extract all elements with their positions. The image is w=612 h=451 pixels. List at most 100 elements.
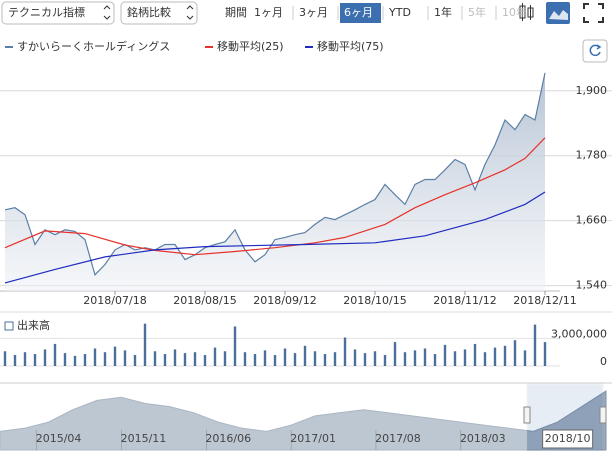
legend-label: すかいらーくホールディングス [17, 39, 170, 53]
volume-bar [423, 348, 427, 366]
select-label: 銘柄比較 [127, 5, 171, 19]
y-tick-label: 0 [600, 355, 607, 368]
navigator-handle[interactable] [599, 406, 607, 424]
volume-bar [343, 337, 347, 366]
volume-bar [43, 349, 47, 366]
legend-label: 移動平均(75) [317, 39, 384, 53]
series-line [4, 191, 546, 284]
volume-bar [523, 350, 527, 366]
volume-bar [53, 343, 57, 366]
volume-bar [63, 353, 67, 366]
y-tick-label: 1,780 [576, 149, 608, 162]
volume-bar [483, 352, 487, 366]
volume-bar [223, 351, 227, 366]
volume-bar [313, 351, 317, 366]
select-box[interactable] [1, 1, 115, 25]
volume-bar [263, 350, 267, 366]
select-arrows [103, 5, 111, 20]
y-tick-label: 3,000,000 [551, 327, 607, 340]
volume-bar [213, 347, 217, 366]
volume-bar [393, 342, 397, 366]
y-tick-label: 1,900 [576, 84, 608, 97]
period-button[interactable]: 3ヶ月 [299, 6, 328, 19]
volume-bar [123, 350, 127, 366]
volume-bar [323, 354, 327, 366]
volume-bar [463, 349, 467, 366]
price-area [5, 72, 545, 292]
period-button: 10年 [502, 5, 527, 19]
volume-bar [193, 352, 197, 366]
x-tick-label: 2018/09/12 [253, 294, 316, 307]
volume-bar [383, 354, 387, 366]
x-tick-label: 2018/12/11 [513, 294, 576, 307]
volume-bar [173, 349, 177, 366]
volume-bar [233, 326, 237, 366]
navigator-handle[interactable] [523, 406, 531, 424]
x-tick-label: 2018/08/15 [173, 294, 236, 307]
volume-icon [4, 321, 14, 331]
series-line [4, 72, 546, 276]
period-label: 期間 [225, 6, 247, 19]
volume-bar [103, 352, 107, 366]
volume-bar [13, 354, 17, 366]
period-button: 5年 [468, 5, 486, 19]
volume-bar [143, 323, 147, 366]
volume-bar [243, 352, 247, 366]
volume-bar [203, 354, 207, 366]
volume-bar [3, 351, 7, 366]
toolbar: テクニカル指標 銘柄比較 期間 [1, 1, 604, 25]
candlestick-icon[interactable] [519, 3, 534, 21]
volume-bar [183, 353, 187, 366]
navigator-mask [0, 384, 527, 451]
volume-bar [513, 340, 517, 366]
select-box[interactable] [120, 1, 198, 25]
series-line [4, 137, 546, 256]
volume-bar [283, 348, 287, 366]
volume-bar [503, 345, 507, 366]
period-button[interactable]: 6ヶ月 [344, 6, 373, 19]
period-button[interactable]: 1年 [434, 5, 452, 19]
legend-label: 移動平均(25) [217, 39, 284, 53]
x-tick-highlight [542, 429, 594, 449]
volume-bar [113, 346, 117, 366]
x-tick-label: 2018/03 [460, 432, 506, 445]
volume-bar [403, 352, 407, 366]
select-arrows [186, 5, 194, 20]
x-tick-label: 2015/11 [121, 432, 167, 445]
volume-bar [373, 351, 377, 366]
x-tick-label: 2015/04 [36, 432, 82, 445]
panel-label: 出来高 [17, 318, 50, 332]
volume-bar [443, 344, 447, 366]
x-tick-label: 2016/06 [205, 432, 251, 445]
x-tick-label: 2018/10 [545, 432, 591, 445]
x-tick-label: 2018/11/12 [433, 294, 496, 307]
volume-bar [133, 354, 137, 366]
volume-bar [333, 352, 337, 366]
volume-bar [533, 324, 537, 366]
volume-bar [23, 352, 27, 366]
volume-bar [493, 347, 497, 366]
area-chart-icon[interactable] [546, 2, 570, 24]
volume-bar [293, 353, 297, 366]
volume-bar [543, 342, 547, 366]
volume-bar [363, 353, 367, 366]
volume-bar [163, 354, 167, 366]
refresh-button[interactable] [582, 39, 608, 63]
volume-bar [253, 354, 257, 366]
volume-bar [433, 354, 437, 366]
x-tick-label: 2018/07/18 [83, 294, 146, 307]
volume-bar [473, 343, 477, 366]
volume-bar [303, 345, 307, 366]
fullscreen-icon[interactable] [583, 3, 604, 23]
period-button[interactable]: 1ヶ月 [254, 6, 283, 19]
period-button[interactable]: YTD [388, 6, 411, 19]
period-selected-bg [340, 3, 381, 23]
y-tick-label: 1,540 [576, 279, 608, 292]
volume-bar [73, 355, 77, 366]
y-tick-label: 1,660 [576, 214, 608, 227]
volume-bar [273, 354, 277, 366]
volume-bar [93, 348, 97, 366]
volume-bar [453, 351, 457, 366]
volume-bar [83, 354, 87, 366]
